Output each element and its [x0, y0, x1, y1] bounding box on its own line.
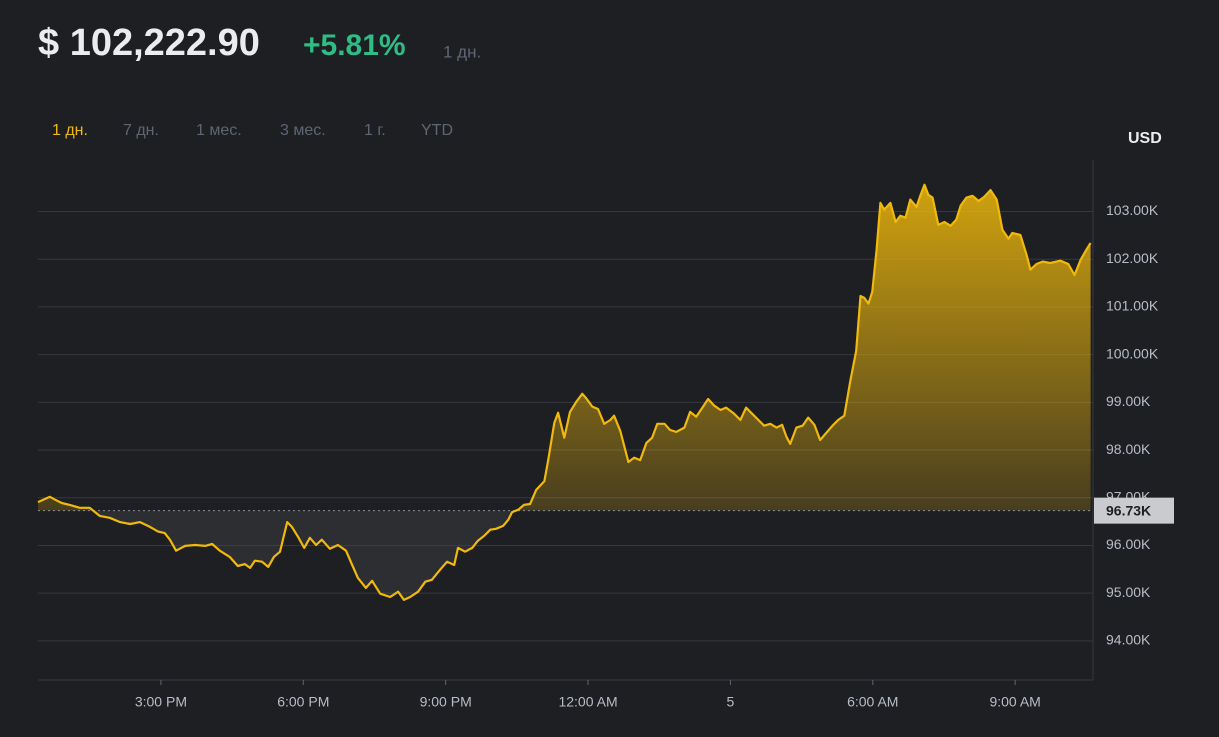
x-tick-label: 9:00 PM	[420, 694, 472, 710]
y-tick-label: 102.00K	[1106, 250, 1159, 266]
y-tick-label: 95.00K	[1106, 584, 1151, 600]
y-tick-label: 94.00K	[1106, 632, 1151, 648]
range-tab[interactable]: YTD	[421, 122, 453, 139]
baseline-label: 96.73K	[1106, 502, 1151, 518]
range-tab[interactable]: 1 мес.	[196, 122, 242, 139]
change: +5.81%	[303, 29, 406, 62]
x-tick-label: 9:00 AM	[989, 694, 1040, 710]
area-above	[38, 184, 1091, 511]
price-line	[37, 183, 1092, 601]
y-tick-label: 103.00K	[1106, 202, 1159, 218]
y-tick-label: 100.00K	[1106, 345, 1159, 361]
period: 1 дн.	[443, 42, 481, 61]
y-tick-label: 99.00K	[1106, 393, 1151, 409]
baseline-label-box	[1094, 497, 1174, 524]
x-tick-label: 3:00 PM	[135, 694, 187, 710]
x-tick-label: 6:00 AM	[847, 694, 898, 710]
y-tick-label: 96.00K	[1106, 536, 1151, 552]
y-tick-label: 101.00K	[1106, 298, 1159, 314]
range-tab[interactable]: 1 дн.	[52, 122, 88, 139]
area-below	[93, 510, 516, 600]
range-tab[interactable]: 3 мес.	[280, 122, 326, 139]
range-tab[interactable]: 1 г.	[364, 122, 386, 139]
price: $ 102,222.90	[38, 22, 260, 64]
x-tick-label: 12:00 AM	[558, 694, 617, 710]
x-tick-label: 6:00 PM	[277, 694, 329, 710]
range-tab[interactable]: 7 дн.	[123, 122, 159, 139]
currency: USD	[1128, 130, 1162, 147]
x-tick-label: 5	[727, 694, 735, 710]
y-tick-label: 98.00K	[1106, 441, 1151, 457]
